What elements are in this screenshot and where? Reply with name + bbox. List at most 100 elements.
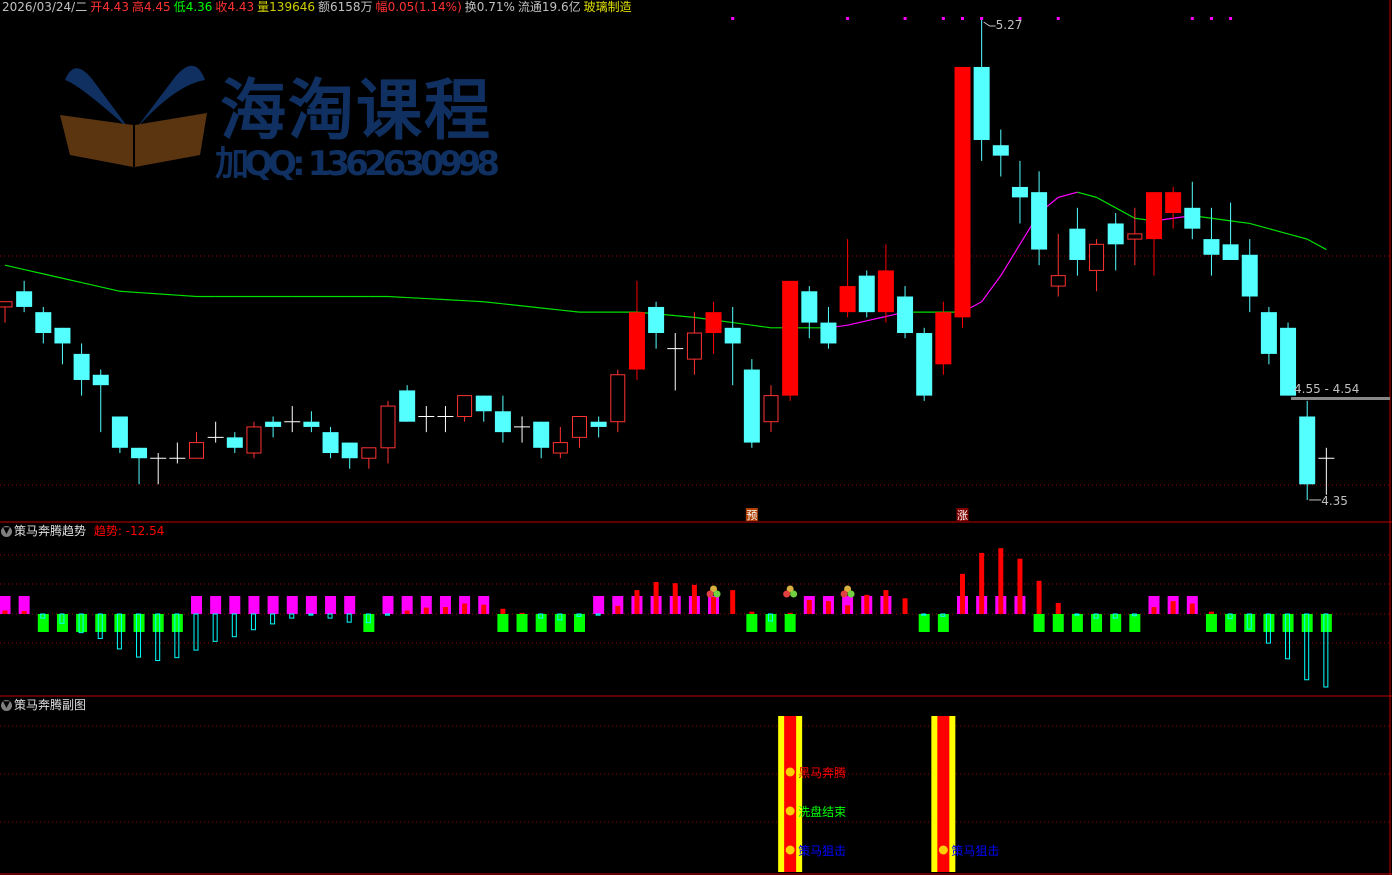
trend-state-block [171,614,183,632]
trend-state-block [535,614,547,632]
ball-cluster-icon [783,585,798,598]
trend-value-bar [1036,580,1042,614]
candle-body [801,291,818,323]
trend-value-bar [116,613,122,650]
candle [628,280,645,380]
signal-column: 策马狙击 [931,716,999,872]
trend-value-bar [1265,613,1271,644]
signal-dot-icon [785,845,795,855]
candle-body [686,332,702,360]
trend-state-block [1071,614,1083,632]
moving-average-segment [407,296,427,300]
trend-value-bar [940,613,946,617]
trend-state-block [210,596,222,614]
signal-panel-title[interactable]: 策马奔腾副图 [14,698,87,712]
trend-value-bar [78,613,84,634]
candle-body [858,275,875,313]
candle [514,416,531,443]
candle-body [226,437,243,448]
candle [1069,207,1086,276]
trend-value-bar [615,605,621,614]
trend-state-block [1282,614,1294,632]
candle [610,369,626,433]
turnover-label: 换 [464,0,477,14]
signal-label: 策马狙击 [798,844,846,858]
candle-body [820,322,837,344]
signal-label: 洗盘结束 [798,804,846,819]
candle [1299,400,1316,500]
collapse-chevron-icon[interactable]: ▼ [1,700,12,711]
trend-value-bar [40,613,46,619]
trend-value-bar [1112,613,1118,619]
candle [572,415,587,448]
candle-body [1069,228,1086,260]
candle [1107,213,1124,271]
change-label: 幅 [375,0,388,14]
trend-value-bar [289,613,295,619]
trend-panel-title[interactable]: 策马奔腾趋势 [14,524,87,538]
low-value: 4.36 [185,0,213,14]
trend-state-block [344,596,356,614]
moving-average-segment [981,275,1002,303]
candle [35,306,52,344]
candle [820,306,837,349]
trend-value-bar [136,613,142,658]
trend-state-block [420,596,432,614]
signal-dot [980,17,984,20]
watermark-logo: 海淘课程 加QQ: 1362630998 [60,65,500,184]
trend-state-block [267,596,279,614]
candle-body [246,426,262,454]
trend-state-block [152,614,164,632]
trend-value-bar [634,590,640,614]
trend-value-bar [1189,603,1195,614]
trend-state-block [76,614,88,632]
trend-state-block [918,614,930,632]
moving-average-segment [43,273,63,279]
trend-value-bar [806,600,812,614]
quote-bar: 2026/03/24/二 开4.43 高4.45 低4.36 收4.43 量139646 额… [2,0,635,15]
trend-value-bar [346,613,352,623]
moving-average-segment [483,301,503,305]
trend-state-block [305,596,317,614]
trend-value-bar [845,605,851,614]
candle-body [954,66,971,318]
gap-label: 4.55 - 4.54 [1294,382,1359,396]
moving-average-segment [1249,222,1270,230]
candle [54,327,71,365]
candle-body [35,312,52,334]
candle [111,416,128,454]
ball [840,590,848,598]
collapse-chevron-icon[interactable]: ▼ [1,526,12,537]
moving-average-segment [1096,196,1116,209]
trend-state-block [1205,614,1217,632]
trend-state-block [1110,614,1122,632]
candle [169,442,186,464]
signal-dot [846,17,850,20]
marker-badge [745,508,758,521]
sector-link[interactable]: 玻璃制造 [583,0,632,14]
candle-body [1107,223,1124,245]
candle-body [1222,244,1239,260]
candle [1184,181,1201,240]
trend-value-bar [1074,613,1080,616]
close-label: 收 [215,0,228,14]
volume-label: 量 [257,0,270,14]
candle [935,301,952,375]
trend-state-block [1148,596,1160,614]
candle [73,343,90,396]
trend-value: 趋势: -12.54 [93,524,165,538]
ball [713,590,721,598]
trend-value-bar [462,603,468,614]
candle [1089,239,1105,292]
trend-state-block [1244,614,1256,632]
candle [131,447,148,485]
signal-dot [1209,17,1213,20]
candle-body [399,390,416,422]
candle [590,416,607,438]
trend-value-bar [231,613,237,638]
trend-value-bar [1055,602,1061,614]
quote-date: 2026/03/24/二 [2,0,88,14]
trend-state-block [842,596,854,614]
